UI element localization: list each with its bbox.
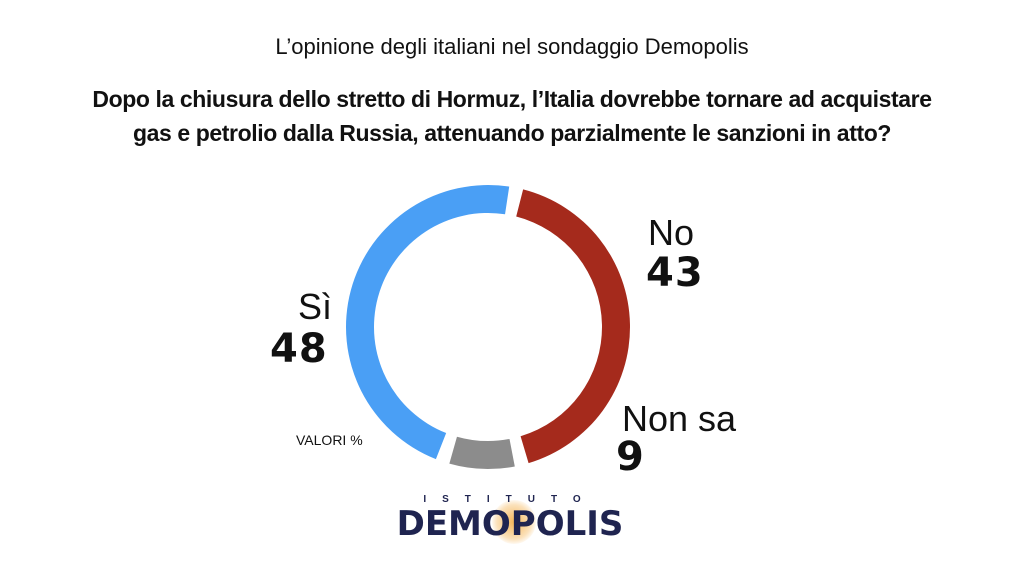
chart-question: Dopo la chiusura dello stretto di Hormuz… xyxy=(40,82,984,150)
label-no: No xyxy=(648,212,695,253)
label-non-sa: Non sa xyxy=(622,398,737,439)
question-line-1: Dopo la chiusura dello stretto di Hormuz… xyxy=(92,86,932,112)
value-no: 43 xyxy=(646,250,704,296)
units-note: VALORI % xyxy=(296,432,363,448)
logo-glow xyxy=(492,500,536,544)
slice-no xyxy=(516,189,630,464)
demopolis-logo: ISTITUTO DEMOPOLIS xyxy=(372,494,648,544)
label-si: Sì xyxy=(298,286,333,327)
logo-top-text: ISTITUTO xyxy=(423,494,597,505)
value-non-sa: 9 xyxy=(616,434,645,480)
value-si: 48 xyxy=(270,326,328,372)
question-line-2: gas e petrolio dalla Russia, attenuando … xyxy=(132,120,892,146)
logo-word: DEMOPOLIS xyxy=(396,504,624,544)
slice-si xyxy=(346,185,510,460)
slice-non-sa xyxy=(449,436,515,469)
chart-subtitle: L’opinione degli italiani nel sondaggio … xyxy=(275,34,749,59)
